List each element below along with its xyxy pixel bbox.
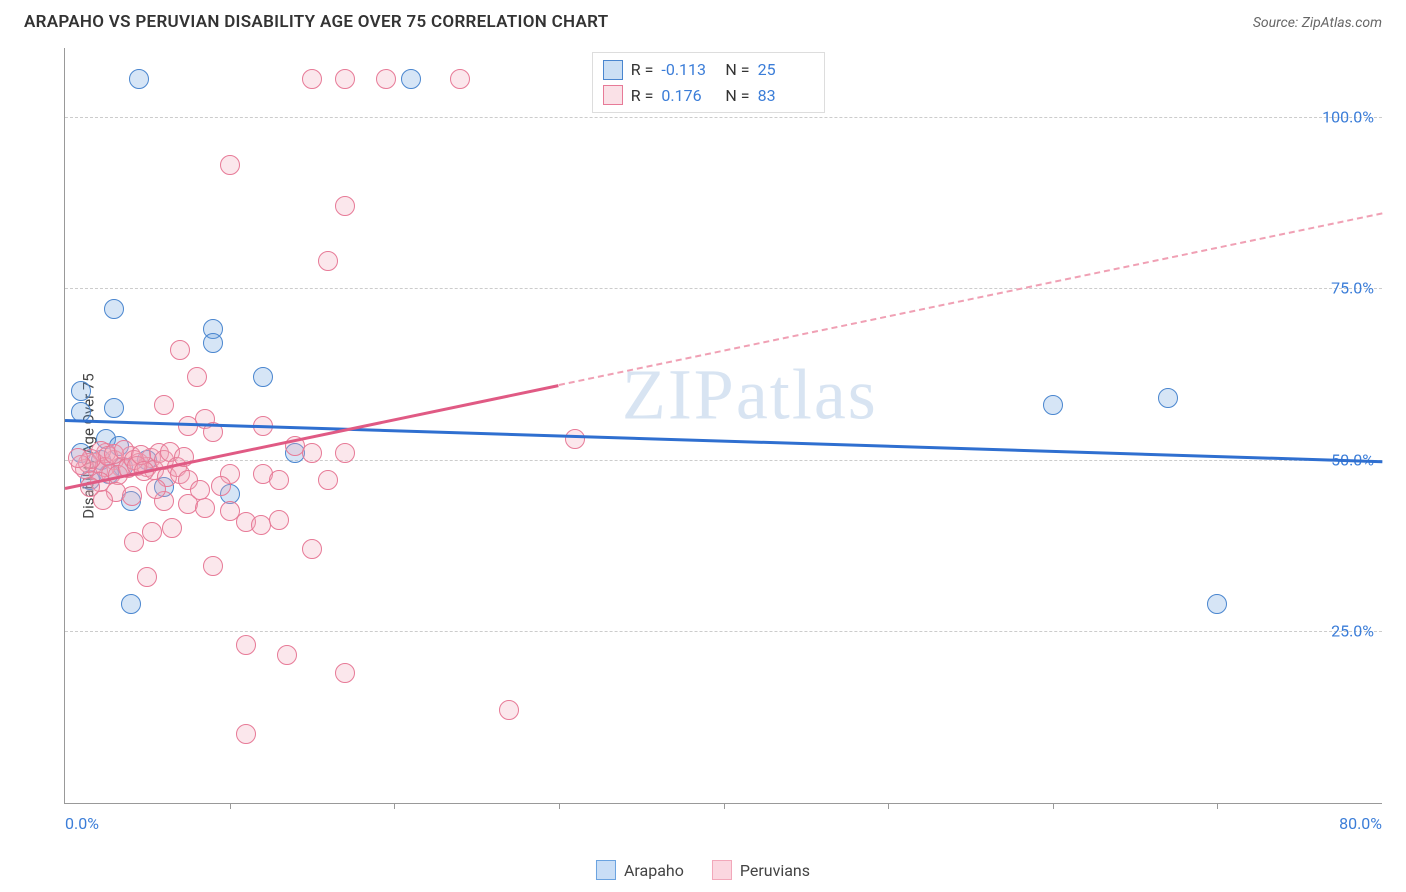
scatter-point — [195, 498, 215, 518]
scatter-point — [565, 429, 585, 449]
scatter-point — [302, 69, 322, 89]
legend-item: Peruvians — [712, 860, 810, 880]
gridline-h — [65, 288, 1382, 289]
scatter-point — [302, 539, 322, 559]
legend-n-value: 83 — [758, 83, 814, 109]
legend-swatch — [596, 860, 616, 880]
scatter-point — [190, 480, 210, 500]
plot-area: ZIPatlas R = -0.113 N = 25 R = 0.176 N = 83 25.… — [64, 48, 1382, 804]
scatter-point — [154, 395, 174, 415]
scatter-point — [335, 443, 355, 463]
scatter-point — [499, 700, 519, 720]
legend-r-value: -0.113 — [661, 57, 717, 83]
scatter-point — [335, 69, 355, 89]
scatter-point — [203, 333, 223, 353]
x-tick-label: 0.0% — [65, 814, 99, 833]
scatter-point — [121, 594, 141, 614]
legend-n-label: N = — [725, 57, 749, 83]
scatter-point — [203, 556, 223, 576]
x-tick — [230, 803, 231, 809]
scatter-point — [146, 479, 166, 499]
x-tick — [1217, 803, 1218, 809]
legend-n-label: N = — [725, 83, 749, 109]
correlation-legend: R = -0.113 N = 25 R = 0.176 N = 83 — [592, 52, 825, 113]
scatter-point — [187, 367, 207, 387]
scatter-point — [170, 340, 190, 360]
scatter-point — [142, 522, 162, 542]
legend-swatch — [712, 860, 732, 880]
x-tick — [888, 803, 889, 809]
trendline — [65, 419, 1382, 463]
scatter-point — [93, 490, 113, 510]
legend-row: R = 0.176 N = 83 — [603, 83, 814, 109]
trendline — [65, 384, 559, 490]
scatter-point — [68, 448, 88, 468]
legend-swatch — [603, 60, 623, 80]
scatter-point — [269, 470, 289, 490]
scatter-point — [277, 645, 297, 665]
x-tick — [394, 803, 395, 809]
legend-swatch — [603, 85, 623, 105]
scatter-point — [376, 69, 396, 89]
scatter-point — [1207, 594, 1227, 614]
x-tick — [724, 803, 725, 809]
scatter-point — [1043, 395, 1063, 415]
scatter-point — [236, 635, 256, 655]
scatter-point — [318, 470, 338, 490]
legend-r-label: R = — [631, 83, 654, 109]
scatter-point — [211, 476, 231, 496]
scatter-point — [302, 443, 322, 463]
legend-row: R = -0.113 N = 25 — [603, 57, 814, 83]
gridline-h — [65, 460, 1382, 461]
x-tick — [559, 803, 560, 809]
watermark: ZIPatlas — [622, 354, 878, 437]
scatter-point — [318, 251, 338, 271]
legend-r-label: R = — [631, 57, 654, 83]
scatter-point — [251, 515, 271, 535]
chart-title: ARAPAHO VS PERUVIAN DISABILITY AGE OVER … — [24, 12, 608, 32]
source-attribution: Source: ZipAtlas.com — [1253, 15, 1382, 31]
scatter-point — [220, 155, 240, 175]
scatter-point — [236, 724, 256, 744]
legend-r-value: 0.176 — [661, 83, 717, 109]
gridline-h — [65, 631, 1382, 632]
y-tick-label: 25.0% — [1331, 622, 1374, 641]
scatter-point — [253, 367, 273, 387]
chart-container: Disability Age Over 75 ZIPatlas R =-0.11… — [24, 48, 1382, 844]
legend-n-value: 25 — [758, 57, 814, 83]
scatter-point — [162, 518, 182, 538]
y-tick-label: 75.0% — [1331, 279, 1374, 298]
scatter-point — [129, 69, 149, 89]
scatter-point — [401, 69, 421, 89]
y-tick-label: 100.0% — [1322, 107, 1374, 126]
scatter-point — [1158, 388, 1178, 408]
scatter-point — [122, 486, 142, 506]
scatter-point — [124, 532, 144, 552]
scatter-point — [269, 510, 289, 530]
scatter-point — [71, 381, 91, 401]
legend-item: Arapaho — [596, 860, 684, 880]
gridline-h — [65, 117, 1382, 118]
scatter-point — [137, 567, 157, 587]
trendline-extrapolated — [559, 213, 1383, 387]
series-legend: Arapaho Peruvians — [596, 860, 810, 880]
legend-label: Peruvians — [740, 861, 810, 880]
legend-label: Arapaho — [624, 861, 684, 880]
scatter-point — [104, 398, 124, 418]
scatter-point — [450, 69, 470, 89]
x-tick — [1053, 803, 1054, 809]
scatter-point — [335, 663, 355, 683]
scatter-point — [335, 196, 355, 216]
x-tick-label: 80.0% — [1339, 814, 1382, 833]
scatter-point — [104, 299, 124, 319]
